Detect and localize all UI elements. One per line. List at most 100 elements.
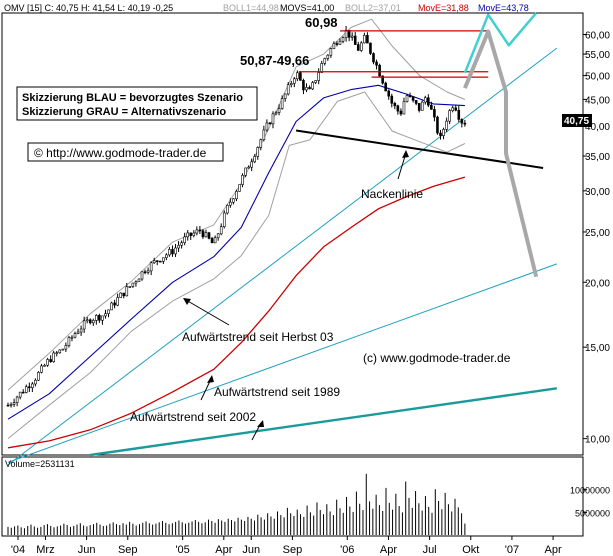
- candle-body: [210, 238, 214, 244]
- candle-body: [366, 35, 369, 44]
- time-tick-label: Apr: [380, 544, 397, 556]
- price-tick-label: 30,00: [585, 187, 610, 198]
- candle-body: [302, 80, 305, 91]
- price-panel-frame: [1, 12, 584, 456]
- copyright-top: © http://www.godmode-trader.de: [34, 146, 207, 160]
- candle-body: [445, 120, 448, 130]
- last-price-badge: 40,75: [562, 114, 592, 127]
- candle-body: [110, 302, 113, 311]
- candle-body: [265, 122, 269, 131]
- candle-body: [253, 156, 257, 163]
- candle-body: [296, 72, 299, 80]
- candle-body: [158, 260, 162, 263]
- candle-body: [448, 110, 451, 122]
- candle-body: [146, 270, 150, 273]
- price-tick-label: 10,00: [585, 435, 610, 446]
- price-tick-label: 60,00: [585, 30, 610, 41]
- candle-body: [58, 349, 62, 354]
- candle-body: [198, 229, 202, 232]
- scenario-legend-box: [16, 86, 258, 121]
- trend-autumn03-arrow: [185, 299, 230, 326]
- volume-bars: [7, 473, 466, 535]
- candle-body: [262, 129, 266, 140]
- candle-body: [189, 232, 193, 236]
- candle-body: [107, 309, 110, 314]
- candle-body: [49, 359, 52, 363]
- trend-1989-arrow-head: [207, 375, 214, 383]
- candle-body: [369, 42, 372, 54]
- candle-body: [326, 54, 330, 59]
- candle-body: [436, 116, 439, 134]
- candle-body: [55, 352, 59, 355]
- candle-body: [128, 285, 132, 288]
- candle-body: [219, 226, 223, 235]
- candle-body: [314, 80, 317, 83]
- candle-body: [277, 108, 281, 113]
- time-tick-label: '07: [505, 544, 519, 556]
- candle-body: [137, 278, 141, 283]
- candle-body: [201, 230, 205, 238]
- candle-body: [460, 119, 464, 124]
- candle-body: [101, 315, 104, 321]
- time-tick-label: '04: [11, 544, 25, 556]
- candle-body: [192, 232, 196, 236]
- candle-body: [323, 58, 327, 64]
- candle-body: [6, 404, 10, 407]
- candle-body: [420, 101, 424, 111]
- candle-body: [454, 107, 458, 111]
- level-high-label: 60,98: [305, 15, 338, 30]
- candle-body: [43, 364, 46, 367]
- header-movs: MOVS=41,00: [280, 3, 334, 13]
- candle-body: [283, 93, 287, 99]
- candle-body: [15, 396, 19, 403]
- price-tick-label: 50,00: [585, 72, 610, 83]
- candle-body: [356, 44, 360, 51]
- candle-body: [235, 191, 238, 200]
- candle-body: [34, 379, 37, 385]
- trendline-2: [7, 263, 557, 463]
- candle-body: [372, 53, 375, 63]
- candle-body: [387, 90, 391, 97]
- candle-body: [411, 96, 415, 101]
- candle-body: [149, 262, 153, 272]
- candle-body: [341, 37, 345, 42]
- time-tick-label: '06: [340, 544, 354, 556]
- time-tick-label: '05: [175, 544, 189, 556]
- candle-body: [131, 282, 135, 287]
- candle-body: [183, 236, 186, 244]
- candle-body: [268, 122, 272, 125]
- trendlines: [7, 47, 558, 466]
- candle-body: [18, 391, 22, 398]
- candle-body: [250, 161, 253, 168]
- candle-body: [399, 110, 403, 115]
- time-tick-label: Sep: [283, 544, 303, 556]
- candle-body: [9, 403, 13, 406]
- candle-body: [21, 391, 25, 394]
- header-ticker: OMV [15] C: 40,75 H: 41,54 L: 40,19 -0,2…: [4, 3, 173, 13]
- candle-body: [91, 320, 95, 324]
- candle-body: [12, 402, 16, 405]
- candle-body: [119, 292, 122, 298]
- candle-body: [31, 383, 34, 388]
- time-tick-label: Jul: [423, 544, 437, 556]
- candle-body: [402, 101, 406, 115]
- candle-body: [286, 84, 290, 95]
- candle-body: [52, 352, 55, 363]
- scenario-grey-path: [463, 29, 539, 278]
- price-candles: [6, 25, 467, 408]
- candle-body: [143, 271, 147, 274]
- price-tick-label: 20,00: [585, 278, 610, 289]
- neckline-arrow-head: [402, 150, 409, 158]
- neckline-label: Nackenlinie: [361, 187, 423, 201]
- candle-body: [70, 336, 74, 339]
- candle-body: [28, 386, 31, 389]
- candle-body: [88, 319, 92, 324]
- price-tick-label: 55,00: [585, 50, 610, 61]
- bollinger-lower-line: [7, 91, 466, 439]
- candle-body: [338, 40, 342, 45]
- candle-body: [134, 281, 138, 284]
- candle-body: [40, 365, 43, 373]
- candle-body: [317, 72, 320, 81]
- candle-body: [73, 333, 77, 338]
- trendline-3: [90, 387, 557, 457]
